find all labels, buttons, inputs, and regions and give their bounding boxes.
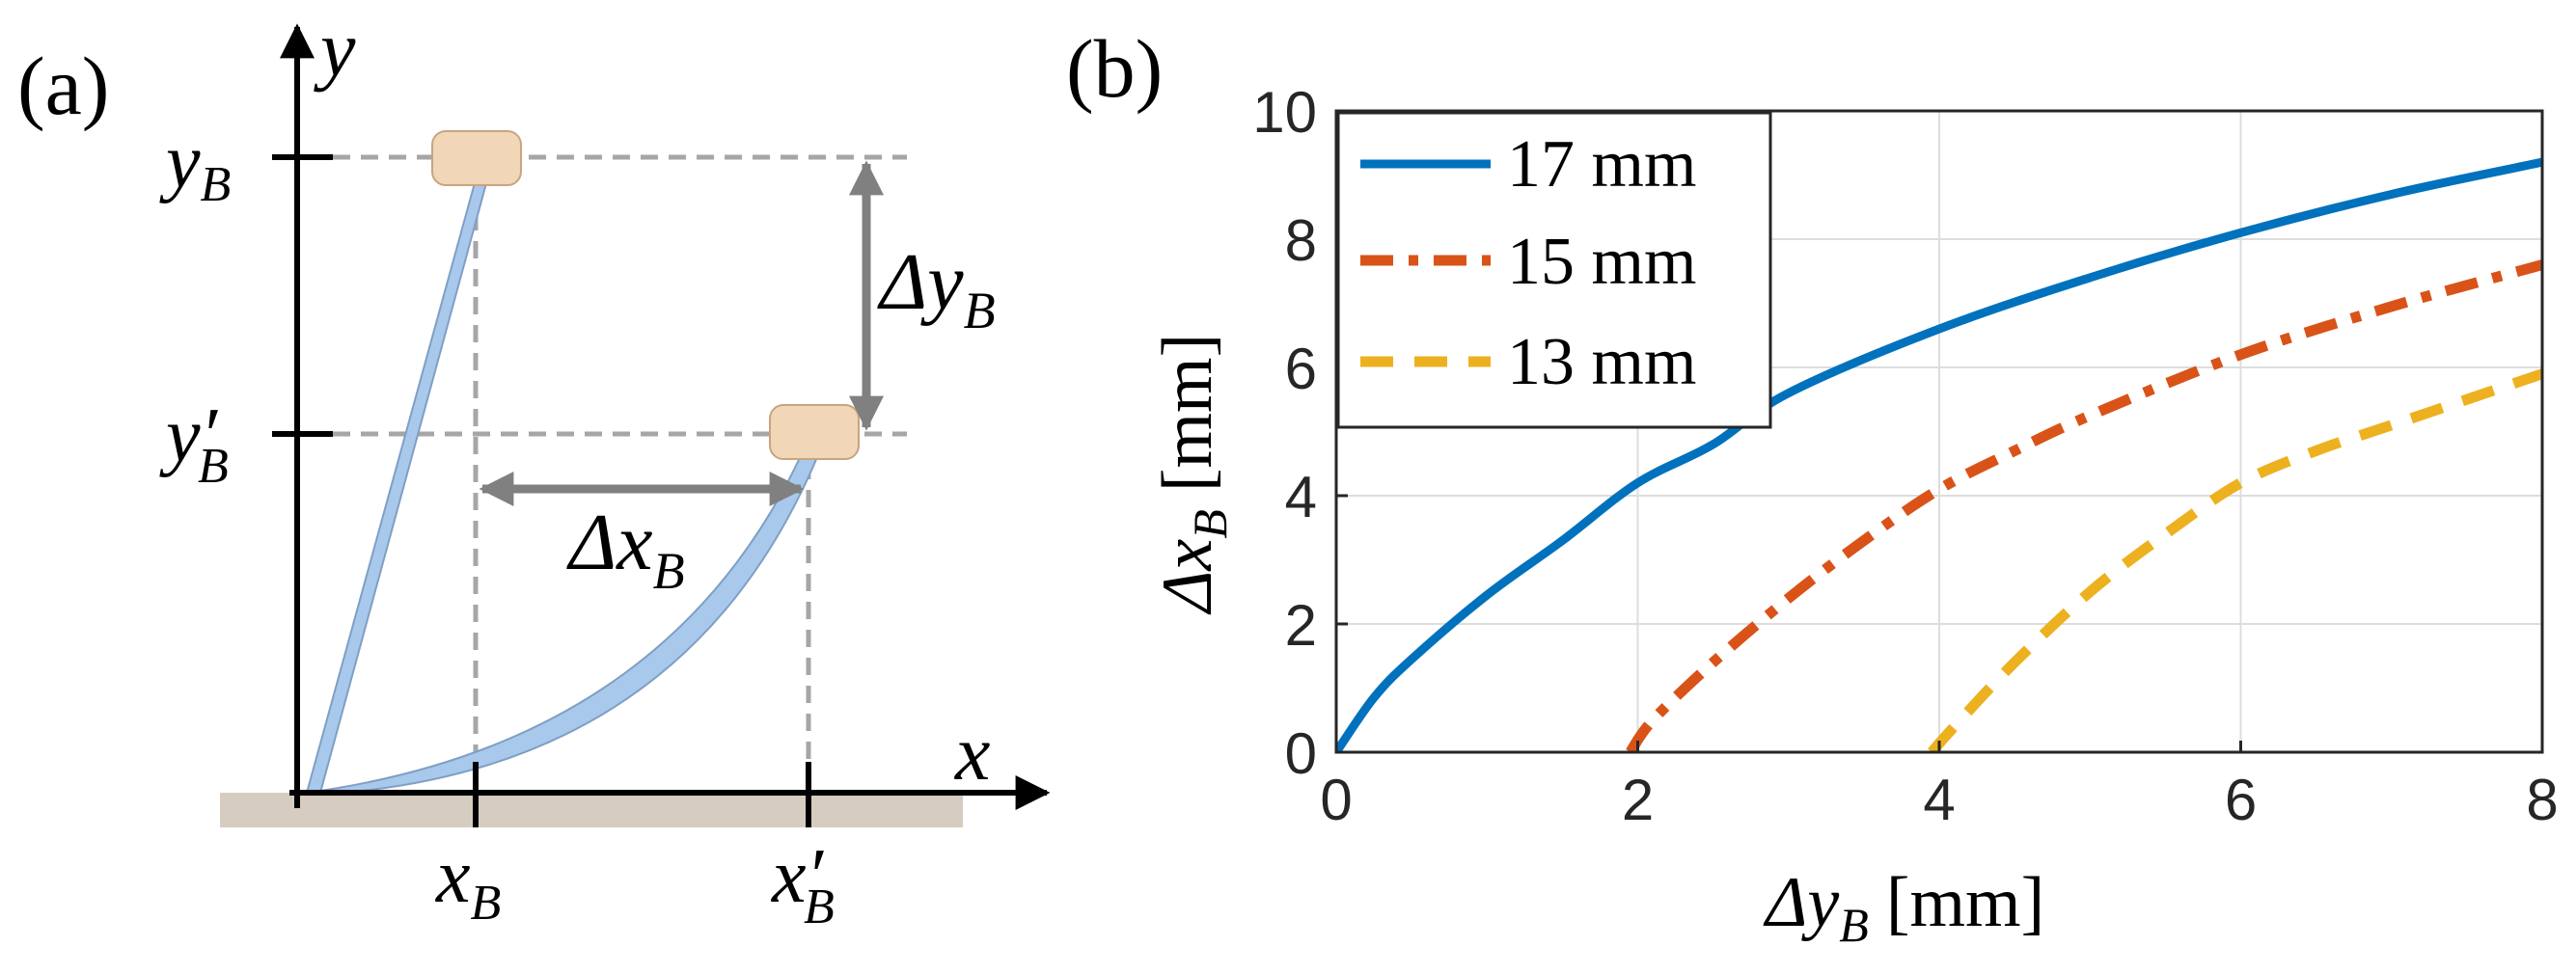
y-tick-label: 8 xyxy=(1285,208,1317,273)
label-xB: xB xyxy=(435,834,501,931)
x-tick-label: 0 xyxy=(1320,768,1352,832)
delta-y-label: ΔyB xyxy=(877,237,996,339)
delta-x-label: ΔxB xyxy=(566,498,685,600)
x-tick-label: 6 xyxy=(2225,768,2257,832)
x-axis-a-label: x xyxy=(954,709,990,797)
ticks: 0 2 4 6 8 0 2 4 6 8 10 xyxy=(1252,80,2558,832)
legend-label-15mm: 15 mm xyxy=(1507,225,1696,299)
y-tick-label: 4 xyxy=(1285,465,1317,529)
y-tick-label: 10 xyxy=(1252,80,1317,145)
y-tick-label: 2 xyxy=(1285,593,1317,658)
y-tick-label: 6 xyxy=(1285,337,1317,401)
legend-label-17mm: 17 mm xyxy=(1507,127,1696,202)
y-tick-label: 0 xyxy=(1285,721,1317,786)
x-tick-label: 4 xyxy=(1923,768,1955,832)
label-yB-prime: y′B xyxy=(159,393,229,494)
y-axis-b-label: ΔxB[mm] xyxy=(1148,334,1237,615)
tip-lower xyxy=(769,404,860,460)
legend-label-13mm: 13 mm xyxy=(1507,325,1696,399)
legend: 17 mm 15 mm 13 mm xyxy=(1336,111,1772,429)
x-tick-label: 2 xyxy=(1622,768,1654,832)
panel-a-label: (a) xyxy=(17,40,109,132)
ground-strip xyxy=(220,793,963,827)
label-xB-prime: x′B xyxy=(771,834,835,934)
panel-b-label: (b) xyxy=(1066,22,1163,115)
panel-a: (a) x y yB y′B xB x′B xyxy=(17,5,1051,934)
panel-b: (b) 0 2 4 6 8 0 2 4 6 8 10 17 mm 15 mm 13 mm ΔyB [m… xyxy=(1066,22,2559,952)
label-yB: yB xyxy=(159,120,231,212)
series-line-15mm xyxy=(1626,259,2542,752)
beam-straight xyxy=(305,161,494,794)
series-line-13mm xyxy=(1928,368,2542,752)
x-tick-label: 8 xyxy=(2526,768,2558,832)
x-axis-b-label: ΔyB [mm] xyxy=(1763,863,2044,952)
y-axis-a-label: y xyxy=(314,5,356,93)
tip-upper xyxy=(431,130,522,186)
